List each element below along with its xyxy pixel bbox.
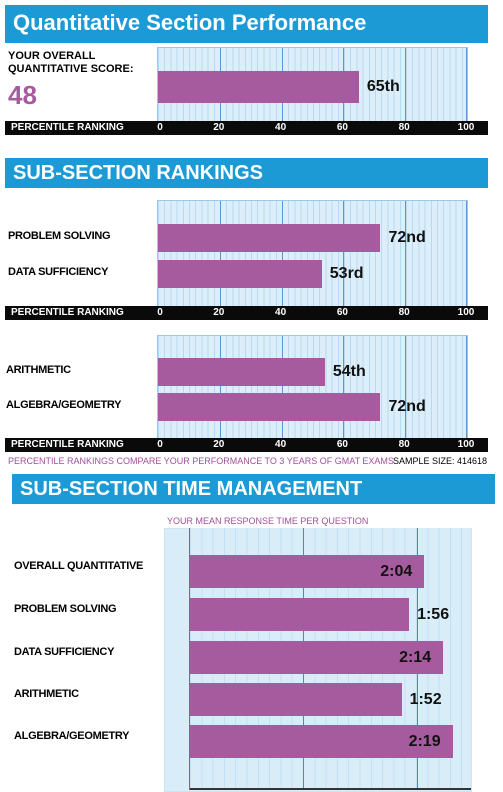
time-value-label: 2:14 <box>399 648 432 666</box>
time-category-label-algebra-geometry: ALGEBRA/GEOMETRY <box>14 729 130 742</box>
axis-bar-overall: PERCENTILE RANKING 0 20 40 60 80 100 <box>5 121 488 135</box>
bar-value-label: 72nd <box>388 398 426 415</box>
gridline-40 <box>281 201 283 307</box>
time-value-label: 2:04 <box>380 562 413 580</box>
axis-tick-0: 0 <box>157 122 163 133</box>
gridline-40 <box>281 336 283 439</box>
axis-title: PERCENTILE RANKING <box>11 122 124 133</box>
time-category-label-data-sufficiency: DATA SUFFICIENCY <box>14 645 115 658</box>
time-category-label-problem-solving: PROBLEM SOLVING <box>14 602 117 615</box>
bar-problem-solving <box>158 224 381 252</box>
time-value-label: 1:52 <box>409 690 442 708</box>
chart-content-plot: 54th 72nd <box>157 335 468 439</box>
axis-tick-60: 60 <box>336 439 348 450</box>
time-bar-data-sufficiency <box>190 641 444 674</box>
time-bar-overall-quantitative <box>190 555 425 588</box>
time-bar-problem-solving <box>190 598 410 631</box>
overall-score-label-line1: YOUR OVERALL <box>8 50 96 62</box>
gridline-60 <box>343 201 345 307</box>
axis-tick-80: 80 <box>398 307 410 318</box>
time-chart-plot: 2:04 1:56 2:14 1:52 2:19 <box>189 528 471 790</box>
sample-size: SAMPLE SIZE: 414618 <box>393 456 488 466</box>
axis-tick-0: 0 <box>157 439 163 450</box>
category-label-algebra-geometry: ALGEBRA/GEOMETRY <box>6 399 122 411</box>
axis-tick-100: 100 <box>457 307 475 318</box>
category-label-data-sufficiency: DATA SUFFICIENCY <box>8 266 109 278</box>
axis-bar-content: PERCENTILE RANKING 0 20 40 60 80 100 <box>5 438 488 452</box>
axis-tick-100: 100 <box>457 439 475 450</box>
gridline-100 <box>466 201 467 307</box>
bar-value-label: 65th <box>366 78 400 95</box>
axis-tick-80: 80 <box>398 439 410 450</box>
time-bar-algebra-geometry <box>190 725 453 758</box>
axis-tick-40: 40 <box>275 307 287 318</box>
bar-algebra-geometry <box>158 393 381 421</box>
axis-title: PERCENTILE RANKING <box>11 439 124 450</box>
overall-score-label: YOUR OVERALL QUANTITATIVE SCORE: <box>8 50 133 76</box>
axis-bar-rankings: PERCENTILE RANKING 0 20 40 60 80 100 <box>5 306 488 320</box>
section-header-time-management: SUB-SECTION TIME MANAGEMENT <box>12 474 495 504</box>
bar-data-sufficiency <box>158 260 322 288</box>
bar-overall-score <box>158 71 359 103</box>
axis-tick-60: 60 <box>336 122 348 133</box>
axis-tick-100: 100 <box>457 122 475 133</box>
gridline-100 <box>466 48 467 122</box>
time-chart-subtitle: YOUR MEAN RESPONSE TIME PER QUESTION <box>167 516 369 526</box>
gridline-20 <box>219 201 221 307</box>
time-value-label: 1:56 <box>417 605 450 623</box>
axis-tick-60: 60 <box>336 307 348 318</box>
bar-value-label: 54th <box>332 363 366 380</box>
gridline-20 <box>219 336 221 439</box>
time-value-label: 2:19 <box>408 732 441 750</box>
gridline-80 <box>405 48 407 122</box>
gridline-100 <box>466 336 467 439</box>
time-bar-arithmetic <box>190 683 402 716</box>
category-label-arithmetic: ARITHMETIC <box>6 364 71 376</box>
gridline-80 <box>405 336 407 439</box>
axis-tick-0: 0 <box>157 307 163 318</box>
bar-value-label: 72nd <box>388 229 426 246</box>
category-label-problem-solving: PROBLEM SOLVING <box>8 230 111 242</box>
time-category-label-arithmetic: ARITHMETIC <box>14 687 79 700</box>
axis-tick-20: 20 <box>213 122 225 133</box>
chart-overall-plot: 65th <box>157 47 468 122</box>
axis-tick-20: 20 <box>213 439 225 450</box>
overall-score-value: 48 <box>8 80 37 110</box>
bar-value-label: 53rd <box>329 265 364 282</box>
section-header-quantitative: Quantitative Section Performance <box>5 5 488 43</box>
time-axis-baseline <box>190 788 471 790</box>
axis-tick-20: 20 <box>213 307 225 318</box>
axis-title: PERCENTILE RANKING <box>11 307 124 318</box>
gridline-80 <box>405 201 407 307</box>
section-header-sub-section-rankings: SUB-SECTION RANKINGS <box>5 158 488 188</box>
axis-tick-80: 80 <box>398 122 410 133</box>
bar-arithmetic <box>158 358 325 386</box>
axis-tick-40: 40 <box>275 439 287 450</box>
chart-rankings-plot: 72nd 53rd <box>157 200 468 307</box>
time-category-label-overall-quantitative: OVERALL QUANTITATIVE <box>14 559 144 572</box>
gridline-60 <box>343 336 345 439</box>
axis-tick-40: 40 <box>275 122 287 133</box>
footnote-percentile: PERCENTILE RANKINGS COMPARE YOUR PERFORM… <box>8 456 394 466</box>
overall-score-label-line2: QUANTITATIVE SCORE: <box>8 63 134 75</box>
